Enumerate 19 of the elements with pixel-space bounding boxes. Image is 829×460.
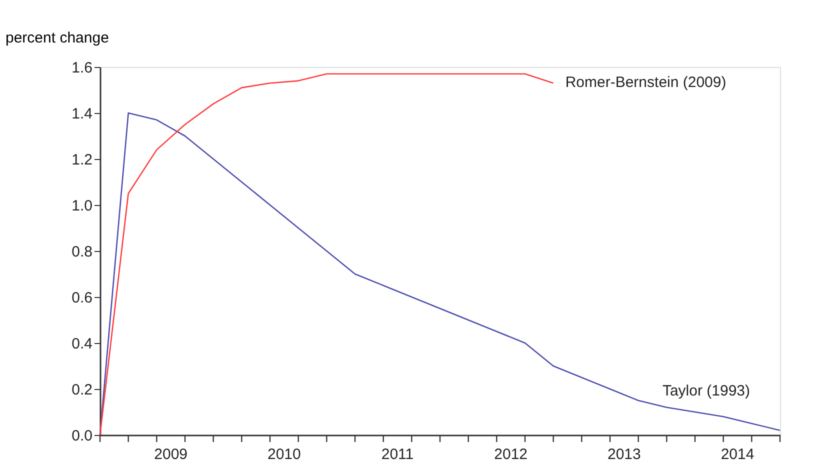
x-tick-label: 2010 [267,446,301,460]
y-tick-label: 1.2 [72,152,92,168]
x-tick-label: 2011 [381,446,414,460]
y-tick-label: 0.2 [72,382,92,398]
y-tick-label: 0.8 [72,244,92,260]
x-tick-label: 2013 [607,446,641,460]
y-axis-title: percent change [6,30,109,46]
y-tick-label: 1.6 [72,60,92,76]
y-tick-label: 0.6 [72,290,92,306]
x-tick-label: 2009 [154,446,188,460]
y-tick-label: 0.0 [72,428,92,444]
y-tick-label: 1.0 [72,198,92,214]
series-label: Romer-Bernstein (2009) [565,74,726,92]
y-tick-label: 1.4 [72,106,92,122]
series-label: Taylor (1993) [662,382,750,400]
line-series [99,73,554,436]
x-tick-label: 2012 [494,446,528,460]
x-tick-label: 2014 [720,446,754,460]
y-tick-label: 0.4 [72,336,92,352]
